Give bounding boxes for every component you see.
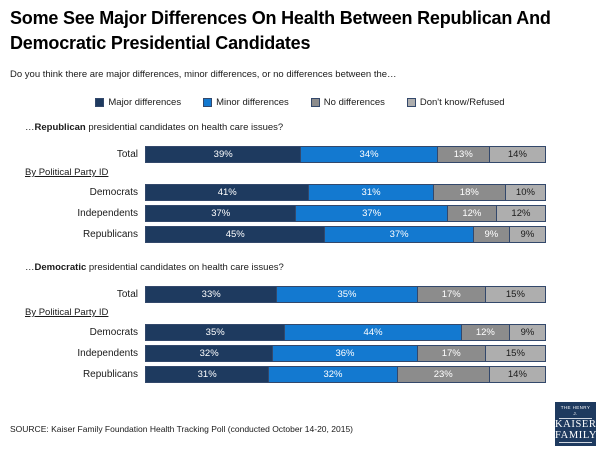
legend: Major differences Minor differences No dif… [0,97,600,108]
bar-segment: 15% [485,286,546,303]
legend-item: No differences [310,97,385,108]
logo-top-text: THE HENRY J. [559,405,592,419]
bar-segment: 14% [489,146,546,163]
bar-segment: 45% [145,226,326,243]
bar-row-democrats: Democrats 41% 31% 18% 10% [0,184,600,201]
survey-question-text: Do you think there are major differences… [10,69,397,80]
stacked-bar: 37% 37% 12% 12% [145,205,546,222]
stacked-bar: 45% 37% 9% 9% [145,226,546,243]
stacked-bar: 33% 35% 17% 15% [145,286,546,303]
logo-kaiser-text: KAISER [555,419,597,430]
bar-segment: 17% [417,345,486,362]
logo-bottom-text: FOUNDATION [559,442,592,451]
stacked-bar: 32% 36% 17% 15% [145,345,546,362]
row-label: Republicans [82,229,138,240]
section-header-prefix: … [25,122,35,133]
bar-segment: 31% [145,366,270,383]
page-title: Some See Major Differences On Health Bet… [10,8,551,53]
row-label: Independents [77,208,138,219]
group-label: By Political Party ID [25,167,109,178]
chart-body: Total 33% 35% 17% 15% By Political Party ID De… [0,286,600,383]
bar-segment: 17% [417,286,486,303]
bar-segment: 9% [473,226,510,243]
bar-row-republicans: Republicans 45% 37% 9% 9% [0,226,600,243]
bar-segment: 32% [145,345,274,362]
bar-row-total: Total 39% 34% 13% 14% [0,146,600,163]
legend-swatch-icon [310,98,320,107]
section-header-prefix: … [25,262,35,273]
bar-row-total: Total 33% 35% 17% 15% [0,286,600,303]
bar-segment: 12% [496,205,546,222]
bar-segment: 10% [505,184,546,201]
row-label: Independents [77,348,138,359]
bar-row-independents: Independents 37% 37% 12% 12% [0,205,600,222]
bar-segment: 15% [485,345,546,362]
bar-segment: 39% [145,146,302,163]
bar-segment: 12% [447,205,497,222]
bar-segment: 37% [145,205,297,222]
stacked-bar: 31% 32% 23% 14% [145,366,546,383]
bar-segment: 41% [145,184,310,201]
bar-segment: 36% [273,345,418,362]
logo-family-text: FAMILY [555,429,598,441]
stacked-bar: 39% 34% 13% 14% [145,146,546,163]
row-label: Republicans [82,369,138,380]
bar-row-democrats: Democrats 35% 44% 12% 9% [0,324,600,341]
source-attribution: SOURCE: Kaiser Family Foundation Health … [10,424,353,434]
row-label: Total [116,289,138,300]
bar-row-independents: Independents 32% 36% 17% 15% [0,345,600,362]
bar-segment: 35% [277,286,418,303]
legend-item: Don't know/Refused [406,97,505,108]
chart-body: Total 39% 34% 13% 14% By Political Party ID De… [0,146,600,243]
bar-segment: 18% [433,184,506,201]
section-header-bold: Democratic [34,262,87,273]
section-header-rest: presidential candidates on health care i… [86,262,284,273]
section-header-rest: presidential candidates on health care i… [85,122,284,133]
bar-segment: 9% [509,226,546,243]
legend-item: Major differences [95,97,181,108]
bar-segment: 14% [489,366,546,383]
legend-swatch-icon [95,98,105,107]
bar-row-republicans: Republicans 31% 32% 23% 14% [0,366,600,383]
bar-segment: 23% [397,366,490,383]
bar-segment: 13% [437,146,490,163]
legend-swatch-icon [406,98,416,107]
bar-segment: 37% [325,226,474,243]
chart-section-democratic: …Democratic presidential candidates on h… [0,262,600,387]
stacked-bar: 35% 44% 12% 9% [145,324,546,341]
row-label: Democrats [89,327,138,338]
legend-label: Major differences [108,97,182,108]
section-header: …Democratic presidential candidates on h… [25,262,600,273]
legend-swatch-icon [203,98,213,107]
legend-label: Minor differences [216,97,289,108]
chart-section-republican: …Republican presidential candidates on h… [0,122,600,247]
bar-segment: 32% [269,366,398,383]
kaiser-family-foundation-logo: THE HENRY J. KAISER FAMILY FOUNDATION [555,402,598,450]
group-label: By Political Party ID [25,307,109,318]
legend-item: Minor differences [203,97,289,108]
bar-segment: 37% [296,205,448,222]
section-header-bold: Republican [34,122,86,133]
bar-segment: 31% [309,184,434,201]
legend-label: No differences [323,97,385,108]
bar-segment: 33% [145,286,278,303]
row-label: Total [116,149,138,160]
row-label: Democrats [89,187,138,198]
bar-segment: 44% [285,324,462,341]
bar-segment: 34% [301,146,438,163]
section-header: …Republican presidential candidates on h… [25,122,600,133]
bar-segment: 12% [461,324,510,341]
bar-segment: 9% [509,324,546,341]
bar-segment: 35% [145,324,286,341]
stacked-bar: 41% 31% 18% 10% [145,184,546,201]
legend-label: Don't know/Refused [419,97,505,108]
